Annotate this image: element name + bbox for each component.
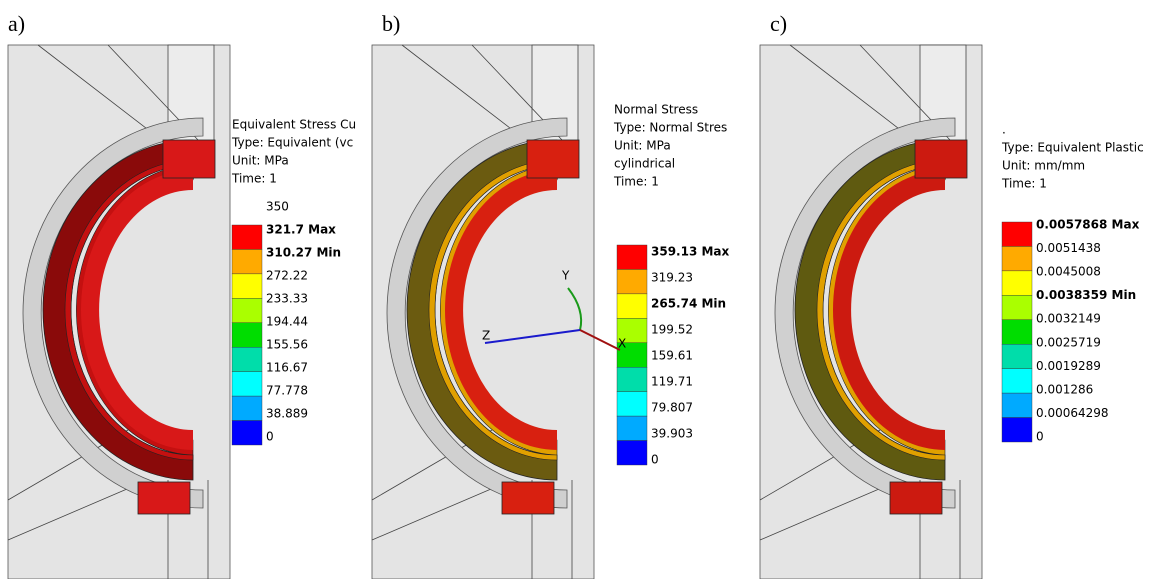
scale-label: 38.889	[266, 407, 308, 421]
scale-label: 0.0038359 Min	[1036, 288, 1136, 302]
ring-end	[890, 482, 942, 514]
scale-label: 321.7 Max	[266, 223, 336, 237]
scale-label: 194.44	[266, 315, 308, 329]
scale-label: 0.0057868 Max	[1036, 218, 1140, 232]
color-band	[232, 298, 262, 322]
axis-label: Y	[561, 269, 570, 283]
color-band	[1002, 246, 1032, 270]
color-band	[617, 294, 647, 318]
axis-label: Z	[482, 329, 490, 343]
color-band	[232, 225, 262, 249]
model-view	[372, 45, 594, 579]
scale-label: 272.22	[266, 269, 308, 283]
model-view	[8, 45, 230, 579]
scale-label: 116.67	[266, 361, 308, 375]
legend-line: Time: 1	[613, 175, 659, 189]
legend-line: Unit: MPa	[232, 154, 289, 168]
ring-end	[527, 140, 579, 178]
color-band	[1002, 418, 1032, 442]
scale-label: 0.0032149	[1036, 312, 1101, 326]
color-band	[232, 347, 262, 371]
color-band	[232, 249, 262, 273]
ring-end	[138, 482, 190, 514]
panel-label: b)	[382, 11, 400, 36]
scale-label: 359.13 Max	[651, 245, 730, 259]
scale-label: 0.0051438	[1036, 241, 1101, 255]
scale-label: 350	[266, 200, 289, 214]
color-band	[232, 372, 262, 396]
color-band	[232, 323, 262, 347]
legend-line: Type: Normal Stres	[613, 121, 727, 135]
scale-label: 310.27 Min	[266, 246, 341, 260]
color-band	[1002, 271, 1032, 295]
scale-label: 0.00064298	[1036, 406, 1109, 420]
scale-label: 199.52	[651, 323, 693, 337]
color-band	[1002, 393, 1032, 417]
ring-end	[502, 482, 554, 514]
ring-end	[163, 140, 215, 178]
scale-label: 0.0019289	[1036, 359, 1101, 373]
scale-label: 265.74 Min	[651, 297, 726, 311]
panel-label: c)	[770, 11, 787, 36]
legend-line: Normal Stress	[614, 103, 698, 117]
scale-label: 0.0025719	[1036, 335, 1101, 349]
color-band	[617, 441, 647, 465]
color-band	[617, 245, 647, 269]
scale-label: 0.0045008	[1036, 265, 1101, 279]
legend-line: Type: Equivalent (vc	[231, 136, 353, 150]
scale-label: 77.778	[266, 384, 308, 398]
legend-line: Time: 1	[231, 172, 277, 186]
scale-label: 0	[651, 453, 659, 467]
scale-label: 159.61	[651, 349, 693, 363]
scale-label: 0	[266, 430, 274, 444]
color-band	[617, 416, 647, 440]
legend-line: Equivalent Stress Cu	[232, 118, 356, 132]
color-band	[232, 421, 262, 445]
scale-label: 319.23	[651, 271, 693, 285]
color-band	[1002, 369, 1032, 393]
legend-line: Type: Equivalent Plastic	[1001, 141, 1144, 155]
legend-line: Unit: MPa	[614, 139, 671, 153]
scale-label: 0	[1036, 430, 1044, 444]
legend-line: cylindrical	[614, 157, 675, 171]
color-band	[617, 392, 647, 416]
color-band	[232, 396, 262, 420]
color-band	[1002, 344, 1032, 368]
figure: a) Equivalent Stress Cu Type: Equivalent (…	[0, 0, 1172, 579]
color-band	[617, 269, 647, 293]
scale-label: 119.71	[651, 375, 693, 389]
axis-label: X	[618, 337, 626, 351]
color-band	[617, 367, 647, 391]
legend-line: .	[1002, 123, 1006, 137]
color-band	[1002, 320, 1032, 344]
scale-label: 155.56	[266, 338, 308, 352]
legend-line: Unit: mm/mm	[1002, 159, 1085, 173]
scale-label: 233.33	[266, 292, 308, 306]
scale-label: 0.001286	[1036, 382, 1093, 396]
color-band	[1002, 295, 1032, 319]
color-band	[1002, 222, 1032, 246]
color-band	[232, 274, 262, 298]
panel-label: a)	[8, 11, 25, 36]
model-view	[760, 45, 982, 579]
scale-label: 39.903	[651, 427, 693, 441]
ring-end	[915, 140, 967, 178]
scale-label: 79.807	[651, 401, 693, 415]
legend-line: Time: 1	[1001, 177, 1047, 191]
